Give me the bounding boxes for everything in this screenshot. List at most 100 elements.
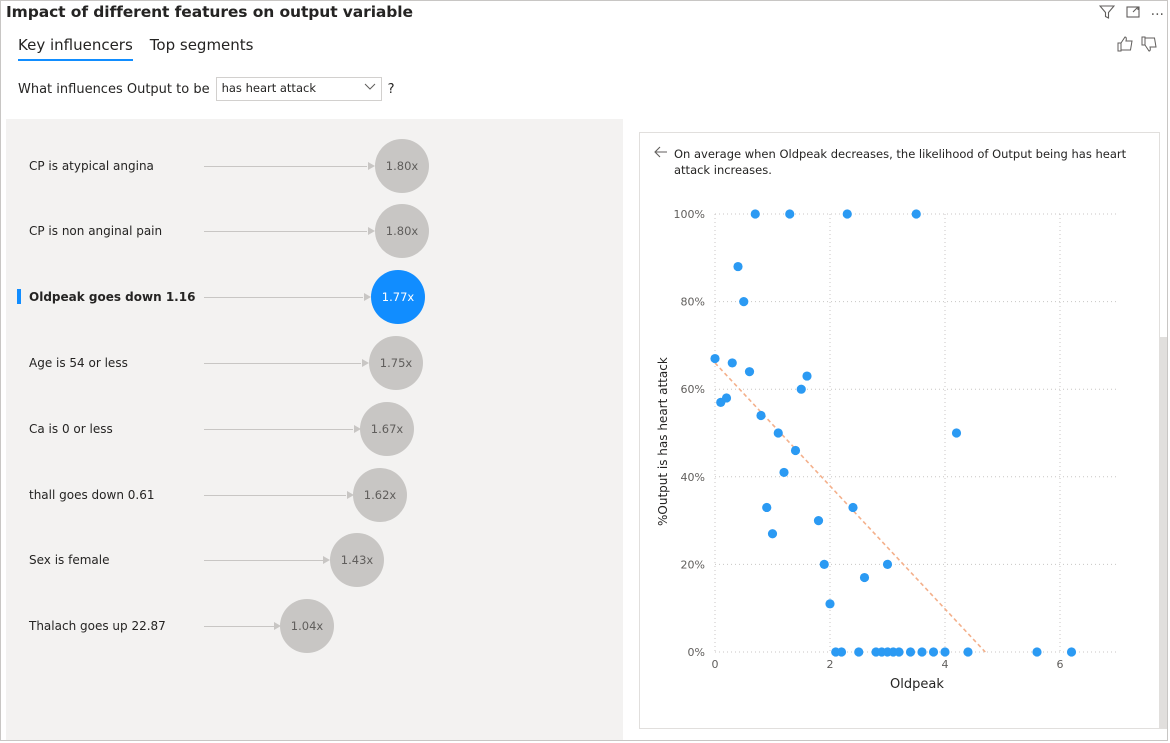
focus-mode-icon[interactable] <box>1125 4 1141 25</box>
arrow-right-icon <box>354 425 361 433</box>
data-point <box>790 445 801 456</box>
data-point <box>963 647 973 657</box>
arrow-right-icon <box>362 359 369 367</box>
data-point <box>848 502 858 513</box>
influencer-label: Age is 54 or less <box>29 356 128 370</box>
data-point <box>819 559 829 570</box>
influencer-factor-bubble[interactable]: 1.75x <box>369 336 423 390</box>
y-axis-title: %Output is has heart attack <box>656 357 670 526</box>
vertical-scrollbar[interactable] <box>1160 337 1167 729</box>
influencer-factor-bubble[interactable]: 1.62x <box>353 468 407 522</box>
influencer-row[interactable]: CP is non anginal pain 1.80x <box>6 204 623 258</box>
data-point <box>796 384 806 394</box>
y-tick-label: 0% <box>688 646 705 659</box>
tab-top-segments[interactable]: Top segments <box>149 36 254 54</box>
data-point <box>940 647 950 657</box>
influencer-row-selected[interactable]: Oldpeak goes down 1.16 1.77x <box>6 270 623 324</box>
dropdown-selected-value: has heart attack <box>221 81 316 95</box>
influencer-label: Ca is 0 or less <box>29 422 113 436</box>
y-tick-label: 100% <box>674 208 705 221</box>
output-value-dropdown[interactable]: has heart attack <box>215 77 382 101</box>
influencer-row[interactable]: Sex is female 1.43x <box>6 533 623 587</box>
data-point <box>750 209 760 219</box>
data-point <box>767 529 778 539</box>
arrow-right-icon <box>323 556 330 564</box>
data-point <box>928 647 939 657</box>
data-point <box>836 647 847 657</box>
thumbs-down-icon[interactable] <box>1140 36 1158 56</box>
x-tick-label: 6 <box>1057 658 1064 671</box>
feedback-icons <box>1116 36 1158 56</box>
influencer-label: Thalach goes up 22.87 <box>29 619 166 633</box>
arrow-right-icon <box>347 491 354 499</box>
y-tick-label: 20% <box>681 558 705 571</box>
data-point <box>825 599 835 609</box>
data-point <box>859 572 870 583</box>
selection-marker <box>17 289 21 304</box>
data-point <box>951 428 962 438</box>
data-point <box>842 209 852 219</box>
influencer-label: thall goes down 0.61 <box>29 488 155 502</box>
question-suffix: ? <box>387 81 395 97</box>
data-point <box>882 559 893 570</box>
influencer-detail-card: On average when Oldpeak decreases, the l… <box>639 132 1160 729</box>
influencer-row[interactable]: CP is atypical angina 1.80x <box>6 139 623 193</box>
data-point <box>911 209 921 219</box>
visual-title: Impact of different features on output v… <box>6 3 413 21</box>
data-point <box>917 647 927 657</box>
arrow-right-icon <box>368 227 375 235</box>
x-axis-title: Oldpeak <box>890 677 944 692</box>
tab-key-influencers[interactable]: Key influencers <box>18 36 133 61</box>
data-point <box>739 297 749 307</box>
data-point <box>727 358 737 368</box>
influencer-factor-bubble[interactable]: 1.80x <box>375 204 429 258</box>
influencer-arrow-line <box>204 166 367 167</box>
arrow-right-icon <box>364 293 371 301</box>
influencer-arrow-line <box>204 626 274 627</box>
back-arrow-icon[interactable] <box>654 146 668 162</box>
data-point <box>1032 647 1042 657</box>
influence-question: What influences Output to be has heart a… <box>18 77 395 101</box>
chevron-down-icon <box>364 79 376 96</box>
influencer-row[interactable]: thall goes down 0.61 1.62x <box>6 468 623 522</box>
influencer-arrow-line <box>204 297 363 298</box>
influencer-arrow-line <box>204 495 346 496</box>
influencer-factor-bubble[interactable]: 1.80x <box>375 139 429 193</box>
filter-icon[interactable] <box>1098 4 1115 25</box>
arrow-right-icon <box>274 622 281 630</box>
influencer-arrow-line <box>204 363 361 364</box>
y-tick-label: 60% <box>681 383 705 396</box>
question-prefix: What influences Output to be <box>18 81 210 97</box>
influencer-row[interactable]: Thalach goes up 22.87 1.04x <box>6 599 623 653</box>
data-point <box>905 647 916 657</box>
influencer-factor-bubble[interactable]: 1.67x <box>360 402 414 456</box>
data-point <box>779 467 789 478</box>
data-point <box>1066 647 1077 657</box>
influencer-factor-bubble[interactable]: 1.43x <box>330 533 384 587</box>
y-tick-label: 80% <box>681 296 705 309</box>
influencer-factor-bubble[interactable]: 1.77x <box>371 270 425 324</box>
data-point <box>762 502 772 513</box>
data-point <box>894 647 904 657</box>
influencer-factor-bubble[interactable]: 1.04x <box>280 599 334 653</box>
x-tick-label: 0 <box>712 658 719 671</box>
influencer-row[interactable]: Age is 54 or less 1.75x <box>6 336 623 390</box>
more-options-button[interactable]: ··· <box>1150 6 1164 23</box>
data-point <box>813 516 824 526</box>
thumbs-up-icon[interactable] <box>1116 36 1134 56</box>
influencer-arrow-line <box>204 429 353 430</box>
data-point <box>721 393 732 403</box>
influencer-arrow-line <box>204 231 367 232</box>
data-point <box>710 353 720 364</box>
data-point <box>744 367 755 377</box>
influencer-label: CP is non anginal pain <box>29 224 163 238</box>
influencer-label: Oldpeak goes down 1.16 <box>29 290 196 304</box>
data-point <box>785 209 795 219</box>
influencer-label: Sex is female <box>29 553 110 567</box>
influencers-panel: CP is atypical angina 1.80x CP is non an… <box>6 119 623 740</box>
influencer-row[interactable]: Ca is 0 or less 1.67x <box>6 402 623 456</box>
y-tick-label: 40% <box>681 471 705 484</box>
data-point <box>756 410 766 421</box>
data-point <box>733 261 743 272</box>
